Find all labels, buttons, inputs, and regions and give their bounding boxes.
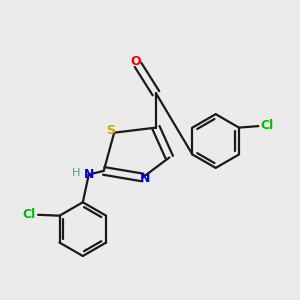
Text: Cl: Cl <box>260 119 273 132</box>
Text: N: N <box>84 168 94 181</box>
Text: H: H <box>72 168 80 178</box>
Text: O: O <box>130 56 141 68</box>
Text: N: N <box>140 172 151 184</box>
Text: Cl: Cl <box>22 208 36 221</box>
Text: S: S <box>106 124 115 137</box>
